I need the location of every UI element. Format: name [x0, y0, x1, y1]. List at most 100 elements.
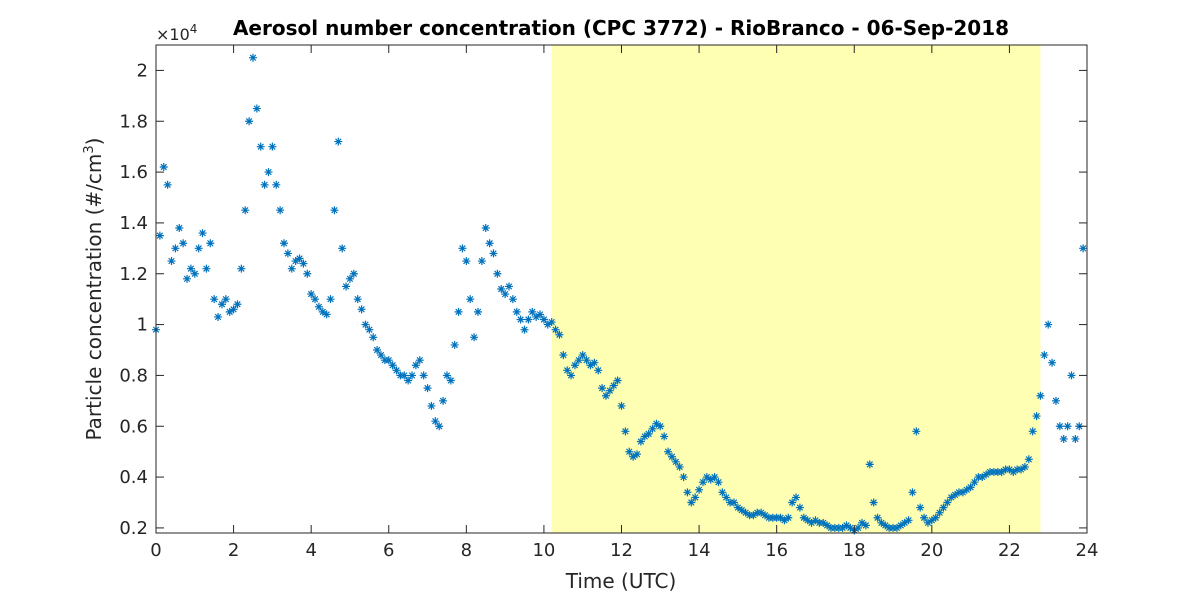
data-point: [400, 371, 409, 380]
data-point: [846, 523, 855, 532]
data-point: [349, 269, 358, 278]
data-point: [186, 264, 195, 273]
data-point: [675, 462, 684, 471]
data-point: [664, 447, 673, 456]
data-point: [171, 244, 180, 253]
data-point: [567, 371, 576, 380]
data-point: [784, 513, 793, 522]
data-point: [481, 224, 490, 232]
data-point: [155, 231, 164, 240]
data-point: [892, 523, 901, 532]
x-tick-label: 6: [383, 540, 394, 561]
data-point: [982, 470, 991, 479]
data-point: [970, 478, 979, 487]
data-point: [997, 468, 1006, 476]
data-point: [920, 513, 929, 522]
data-point: [958, 488, 967, 497]
data-point: [877, 518, 886, 527]
data-point: [776, 513, 785, 522]
data-point: [427, 401, 436, 410]
data-point: [838, 523, 847, 532]
data-point: [167, 257, 176, 266]
data-layer: [152, 53, 1088, 535]
data-point: [1020, 462, 1029, 471]
data-point: [202, 264, 211, 273]
data-point: [574, 356, 583, 365]
data-point: [551, 325, 560, 334]
data-point: [473, 307, 482, 316]
data-point: [598, 384, 607, 393]
data-point: [454, 307, 463, 316]
data-point: [648, 424, 657, 433]
data-point: [761, 511, 770, 520]
data-point: [369, 333, 378, 342]
x-tick-label: 12: [610, 540, 633, 561]
data-point: [691, 493, 700, 502]
data-point: [524, 315, 533, 324]
data-point: [578, 351, 587, 360]
data-point: [939, 503, 948, 512]
data-point: [601, 391, 610, 400]
data-point: [183, 274, 192, 283]
data-point: [978, 473, 987, 482]
data-point: [210, 295, 219, 304]
data-point: [923, 518, 932, 527]
data-point: [1005, 465, 1014, 474]
data-point: [466, 295, 475, 304]
data-point: [1071, 434, 1080, 443]
data-point: [532, 312, 541, 321]
data-point: [687, 498, 696, 507]
data-point: [947, 493, 956, 502]
data-point: [714, 478, 723, 487]
data-point: [206, 239, 215, 248]
data-point: [1032, 412, 1041, 421]
data-point: [543, 320, 552, 329]
data-point: [458, 244, 467, 253]
data-point: [303, 269, 312, 278]
y-axis-label-superscript: 3: [82, 145, 97, 153]
data-point: [962, 485, 971, 494]
data-point: [617, 401, 626, 410]
x-tick-label: 16: [765, 540, 788, 561]
data-point: [881, 521, 890, 530]
data-point: [505, 282, 514, 291]
data-point: [1044, 320, 1053, 329]
data-point: [799, 513, 808, 522]
data-point: [159, 163, 168, 171]
data-point: [547, 318, 556, 327]
x-tick-label: 20: [920, 540, 943, 561]
data-point: [590, 358, 599, 367]
data-point: [276, 206, 285, 215]
data-point: [419, 371, 428, 380]
y-tick-label: 1: [137, 315, 148, 336]
data-point: [439, 396, 448, 405]
data-point: [314, 302, 323, 311]
data-point: [1055, 422, 1064, 431]
data-point: [528, 307, 537, 316]
y-axis-label-close: ): [82, 138, 106, 146]
data-point: [489, 249, 498, 258]
data-point: [311, 295, 320, 304]
data-point: [625, 447, 634, 456]
y-tick-label: 0.6: [119, 416, 148, 437]
data-point: [408, 371, 417, 380]
data-point: [1040, 351, 1049, 360]
x-tick-label: 24: [1076, 540, 1099, 561]
y-axis-exponent-base: ×10: [156, 25, 190, 44]
data-point: [586, 361, 595, 370]
y-axis-label: Particle concentration (#/cm3): [82, 138, 106, 441]
data-point: [780, 516, 789, 525]
data-point: [1024, 455, 1033, 464]
data-point: [640, 432, 649, 441]
data-point: [373, 346, 382, 354]
data-point: [667, 452, 676, 461]
data-point: [656, 422, 665, 431]
data-point: [873, 513, 882, 522]
data-point: [163, 180, 172, 189]
data-point: [361, 320, 370, 329]
data-point: [609, 381, 618, 390]
data-point: [943, 498, 952, 507]
data-point: [280, 239, 289, 248]
data-point: [330, 206, 339, 215]
y-tick-label: 0.2: [119, 518, 148, 539]
